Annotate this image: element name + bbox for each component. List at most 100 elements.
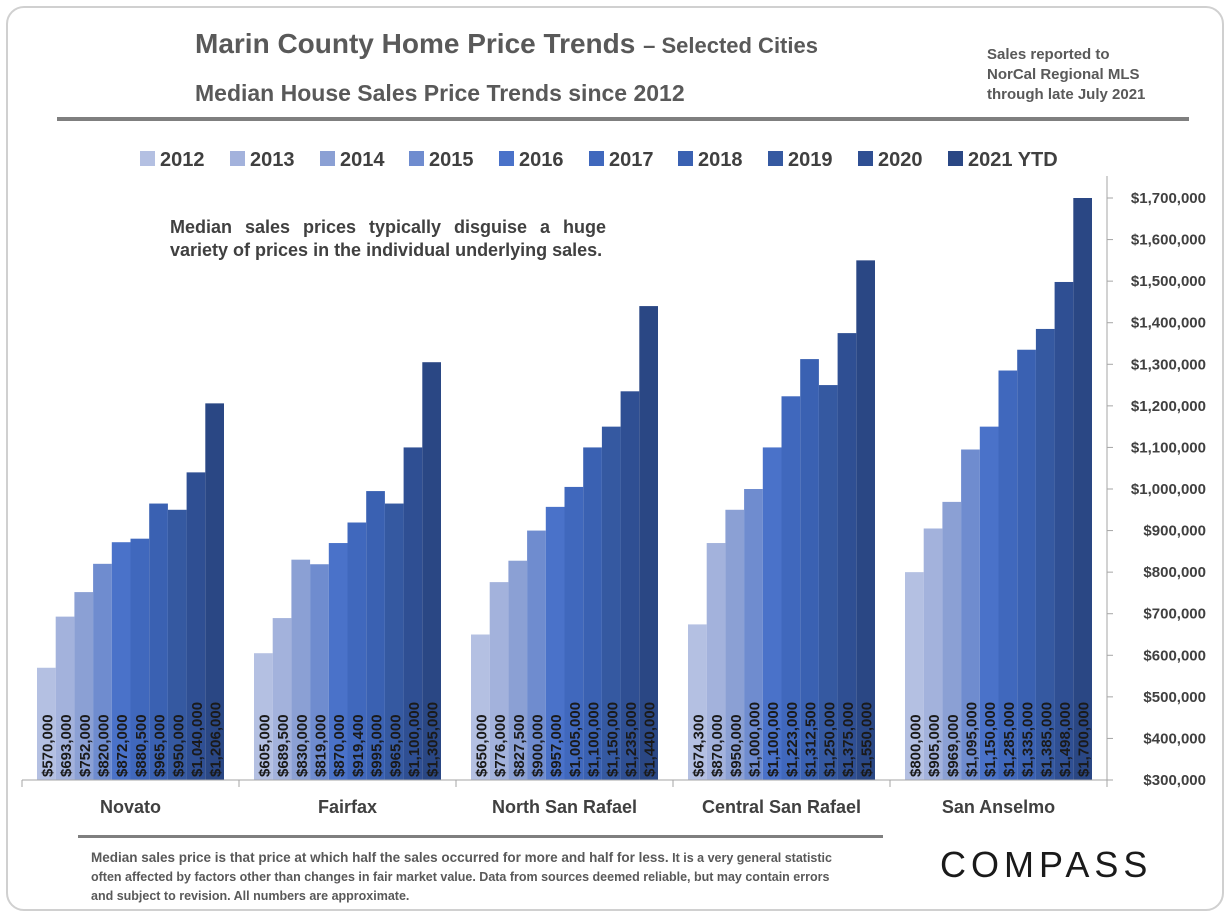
bar xyxy=(564,486,584,780)
bar xyxy=(725,509,745,780)
legend-label: 2012 xyxy=(160,149,205,171)
bar xyxy=(186,472,206,780)
data-label: $1,235,000 xyxy=(623,702,640,777)
y-tick-label: $1,000,000 xyxy=(1131,481,1206,498)
chart-title-main: Marin County Home Price Trends xyxy=(195,28,636,59)
legend-swatch xyxy=(768,151,783,166)
data-label: $1,005,000 xyxy=(567,702,584,777)
data-label: $950,000 xyxy=(728,714,745,777)
bar xyxy=(130,538,150,780)
data-label: $1,100,000 xyxy=(586,702,603,777)
bar xyxy=(291,559,311,780)
data-label: $1,285,000 xyxy=(1001,702,1018,777)
data-label: $1,440,000 xyxy=(642,702,659,777)
data-label: $570,000 xyxy=(39,714,56,777)
y-tick-label: $1,500,000 xyxy=(1131,273,1206,290)
bar xyxy=(93,563,112,780)
data-label: $1,040,000 xyxy=(189,702,206,777)
data-label: $1,250,000 xyxy=(821,702,838,777)
bar xyxy=(762,447,782,780)
legend-swatch xyxy=(858,151,873,166)
bar xyxy=(800,359,819,780)
bar xyxy=(328,543,348,780)
bar xyxy=(37,667,56,780)
y-tick-label: $1,700,000 xyxy=(1131,190,1206,207)
bar xyxy=(111,542,131,780)
bar xyxy=(583,447,602,780)
bar xyxy=(837,333,857,780)
y-tick-label: $300,000 xyxy=(1143,772,1206,789)
data-label: $1,206,000 xyxy=(208,702,225,777)
y-tick-label: $1,300,000 xyxy=(1131,356,1206,373)
bar xyxy=(744,489,763,780)
data-label: $820,000 xyxy=(95,714,112,777)
bar xyxy=(942,501,962,780)
data-label: $1,150,000 xyxy=(604,702,621,777)
data-label: $1,335,000 xyxy=(1020,702,1037,777)
legend-label: 2021 YTD xyxy=(968,149,1058,171)
bar xyxy=(149,503,168,780)
bar xyxy=(706,543,726,780)
bar xyxy=(403,447,423,780)
legend-swatch xyxy=(678,151,693,166)
bar xyxy=(545,506,565,780)
data-label: $900,000 xyxy=(529,714,546,777)
legend-label: 2016 xyxy=(519,149,564,171)
bar xyxy=(979,426,999,780)
data-label: $1,000,000 xyxy=(746,702,763,777)
y-tick-label: $500,000 xyxy=(1143,689,1206,706)
chart-bars: $570,000 $693,000 $752,000 $820,000 $872,000… xyxy=(37,198,1093,780)
bar xyxy=(310,564,329,780)
data-label: $872,000 xyxy=(114,714,131,777)
chart-title-suffix: – Selected Cities xyxy=(643,33,818,58)
data-label: $995,000 xyxy=(369,714,386,777)
bar xyxy=(639,306,658,780)
x-tick-label: Central San Rafael xyxy=(702,797,861,817)
y-tick-label: $1,600,000 xyxy=(1131,232,1206,249)
chart-title: Marin County Home Price Trends – Selecte… xyxy=(195,28,818,60)
bar xyxy=(781,396,801,780)
bar xyxy=(254,653,273,780)
y-tick-label: $1,100,000 xyxy=(1131,439,1206,456)
data-label: $800,000 xyxy=(907,714,924,777)
bar xyxy=(471,634,490,780)
x-tick-label: North San Rafael xyxy=(492,797,637,817)
bar xyxy=(55,616,75,780)
bar xyxy=(998,370,1018,780)
data-label: $819,000 xyxy=(312,714,329,777)
legend-swatch xyxy=(409,151,424,166)
legend-label: 2018 xyxy=(698,149,743,171)
bar xyxy=(167,509,187,780)
footnote-rest: It is a very general statistic often aff… xyxy=(91,851,832,903)
data-label: $905,000 xyxy=(926,714,943,777)
data-label: $830,000 xyxy=(294,714,311,777)
legend-label: 2019 xyxy=(788,149,833,171)
bar xyxy=(1035,328,1055,780)
bar xyxy=(347,522,367,780)
data-label: $1,150,000 xyxy=(982,702,999,777)
data-label: $1,550,000 xyxy=(859,702,876,777)
y-tick-label: $700,000 xyxy=(1143,606,1206,623)
data-label: $1,223,000 xyxy=(784,702,801,777)
legend-swatch xyxy=(948,151,963,166)
bar xyxy=(366,491,385,780)
chart-annotation: Median sales prices typically disguise a… xyxy=(170,217,606,260)
data-label: $752,000 xyxy=(77,714,94,777)
data-label: $880,500 xyxy=(133,714,150,777)
chart-subtitle: Median House Sales Price Trends since 20… xyxy=(195,80,685,106)
bar xyxy=(1073,198,1092,780)
data-label: $1,385,000 xyxy=(1038,702,1055,777)
bar xyxy=(905,572,924,780)
data-label: $950,000 xyxy=(170,714,187,777)
y-tick-label: $1,200,000 xyxy=(1131,398,1206,415)
x-tick-label: San Anselmo xyxy=(942,797,1055,817)
legend-swatch xyxy=(589,151,604,166)
data-label: $870,000 xyxy=(331,714,348,777)
bar xyxy=(205,403,224,780)
data-label: $957,000 xyxy=(548,714,565,777)
y-tick-label: $400,000 xyxy=(1143,730,1206,747)
data-label: $870,000 xyxy=(709,714,726,777)
bar xyxy=(508,560,528,780)
chart-axes: Novato Fairfax North San Rafael Central San… xyxy=(21,176,1206,817)
data-label: $1,498,000 xyxy=(1057,702,1074,777)
